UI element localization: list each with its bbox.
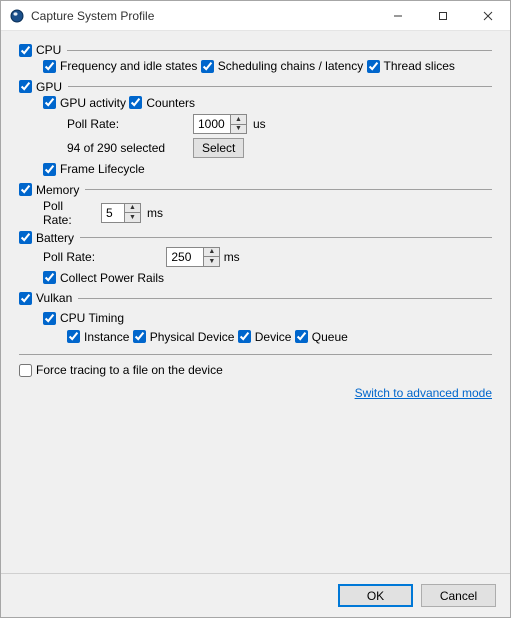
spin-down-icon[interactable]: ▼ [231,124,246,134]
cpu-sched-checkbox[interactable]: Scheduling chains / latency [201,59,363,73]
window-title: Capture System Profile [31,9,375,23]
memory-pollrate-input[interactable]: ▲▼ [101,203,141,223]
battery-pollrate-unit: ms [224,250,240,264]
spin-down-icon[interactable]: ▼ [125,212,140,222]
vulkan-cputiming-checkbox[interactable]: CPU Timing [43,311,124,325]
memory-pollrate-field[interactable] [102,204,124,222]
gpu-pollrate-field[interactable] [194,115,230,133]
divider [80,237,492,238]
battery-pollrate-label: Poll Rate: [43,250,163,264]
spinner[interactable]: ▲▼ [230,115,246,133]
memory-label: Memory [36,183,79,197]
gpu-counters-checkbox[interactable]: Counters [129,96,195,110]
gpu-pollrate-input[interactable]: ▲▼ [193,114,247,134]
gpu-frame-checkbox[interactable]: Frame Lifecycle [43,162,145,176]
battery-pollrate-field[interactable] [167,248,203,266]
spinner[interactable]: ▲▼ [203,248,219,266]
battery-powerrails-checkbox[interactable]: Collect Power Rails [43,271,164,285]
gpu-pollrate-label: Poll Rate: [67,117,187,131]
dialog-content: CPU Frequency and idle states Scheduling… [1,31,510,573]
cpu-label: CPU [36,43,61,57]
titlebar: Capture System Profile [1,1,510,31]
divider [68,86,492,87]
gpu-counters-selected: 94 of 290 selected [67,141,187,155]
ok-button[interactable]: OK [338,584,413,607]
gpu-checkbox[interactable]: GPU [19,80,62,94]
cpu-freq-checkbox[interactable]: Frequency and idle states [43,59,197,73]
cpu-slices-checkbox[interactable]: Thread slices [367,59,455,73]
gpu-label: GPU [36,80,62,94]
spin-up-icon[interactable]: ▲ [204,248,219,257]
battery-label: Battery [36,231,74,245]
spin-up-icon[interactable]: ▲ [231,115,246,124]
section-battery: Battery Poll Rate: ▲▼ ms Collect Power R… [19,231,492,288]
vulkan-checkbox[interactable]: Vulkan [19,291,72,305]
divider [78,298,492,299]
section-vulkan: Vulkan CPU Timing Instance Physical Devi… [19,291,492,346]
memory-pollrate-label: Poll Rate: [43,199,95,227]
close-button[interactable] [465,1,510,30]
app-icon [9,8,25,24]
advanced-mode-link[interactable]: Switch to advanced mode [19,386,492,400]
vulkan-device-checkbox[interactable]: Device [238,330,292,344]
battery-checkbox[interactable]: Battery [19,231,74,245]
gpu-pollrate-unit: us [253,117,266,131]
cpu-checkbox-input[interactable] [19,44,32,57]
maximize-button[interactable] [420,1,465,30]
vulkan-physdev-checkbox[interactable]: Physical Device [133,330,235,344]
spin-up-icon[interactable]: ▲ [125,204,140,213]
spin-down-icon[interactable]: ▼ [204,256,219,266]
window-controls [375,1,510,30]
vulkan-instance-checkbox[interactable]: Instance [67,330,129,344]
memory-pollrate-unit: ms [147,206,163,220]
divider [85,189,492,190]
cpu-checkbox[interactable]: CPU [19,43,61,57]
memory-checkbox[interactable]: Memory [19,183,79,197]
cancel-button[interactable]: Cancel [421,584,496,607]
dialog-window: Capture System Profile CPU [0,0,511,618]
minimize-button[interactable] [375,1,420,30]
dialog-footer: OK Cancel [1,573,510,617]
vulkan-label: Vulkan [36,291,72,305]
divider [67,50,492,51]
section-memory: Memory Poll Rate: ▲▼ ms [19,183,492,227]
select-counters-button[interactable]: Select [193,138,244,158]
divider [19,354,492,355]
gpu-activity-checkbox[interactable]: GPU activity [43,96,126,110]
force-tracing-checkbox[interactable]: Force tracing to a file on the device [19,363,223,377]
spinner[interactable]: ▲▼ [124,204,140,222]
battery-pollrate-input[interactable]: ▲▼ [166,247,220,267]
vulkan-queue-checkbox[interactable]: Queue [295,330,348,344]
section-cpu: CPU Frequency and idle states Scheduling… [19,43,492,76]
section-gpu: GPU GPU activity Counters Poll Rate: ▲▼ … [19,80,492,179]
